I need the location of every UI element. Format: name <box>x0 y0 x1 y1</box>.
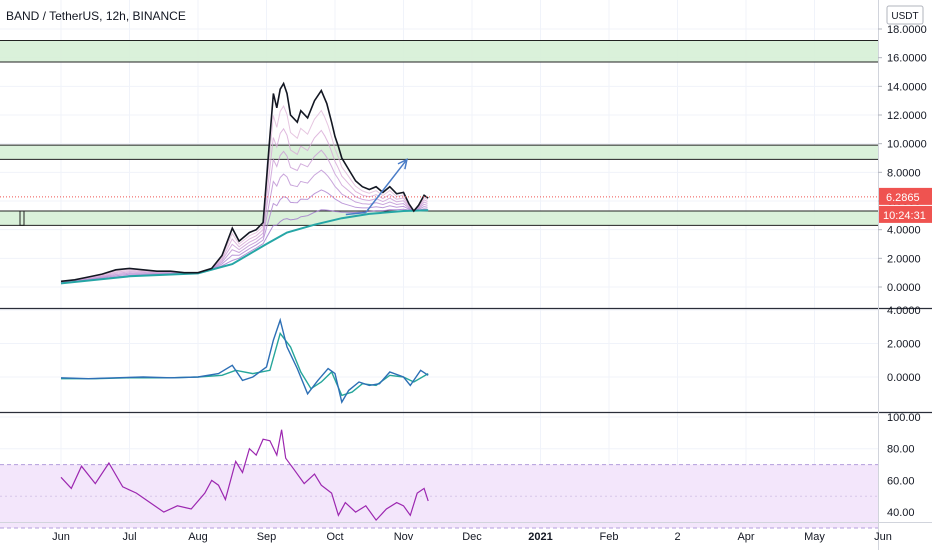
arrow-head <box>397 158 408 170</box>
arrow-base <box>345 211 366 216</box>
rsi-line <box>60 429 429 522</box>
ema-ribbon-line <box>60 127 428 283</box>
macd-tick-label: 4.0000 <box>887 305 921 317</box>
ema-long-line <box>60 209 429 285</box>
last-price-tag <box>879 187 932 205</box>
price-tick-label: 2.0000 <box>887 253 921 265</box>
pane-dividers[interactable] <box>0 307 932 414</box>
price-tick-label: 12.0000 <box>887 110 927 122</box>
symbol-title[interactable]: BAND / TetherUS, 12h, BINANCE <box>6 9 186 23</box>
zone-box <box>0 211 878 226</box>
macd-tick-label: 0.0000 <box>887 372 921 384</box>
price-tick-label: 18.0000 <box>887 24 927 36</box>
ema-ribbon-line <box>60 105 428 283</box>
price-tick-label: 4.0000 <box>887 225 921 237</box>
price-tags: 6.2865 10:24:31 <box>879 187 932 223</box>
price-tick-label: 8.0000 <box>887 167 921 179</box>
price-tick-label: 16.0000 <box>887 53 927 65</box>
time-tick-label: Jun <box>52 531 70 543</box>
rsi-tick-label: 40.00 <box>887 507 915 519</box>
zone-box <box>0 40 878 62</box>
arrow-shaft <box>365 158 408 213</box>
projection-arrow[interactable] <box>345 158 408 216</box>
rsi-tick-label: 80.00 <box>887 444 915 456</box>
last-price-value: 6.2865 <box>886 192 920 204</box>
price-tick-label: 10.0000 <box>887 139 927 151</box>
time-tick-label: 2021 <box>528 531 552 543</box>
price-tick-label: 0.0000 <box>887 282 921 294</box>
rsi-tick-label: 60.00 <box>887 475 915 487</box>
rsi-band <box>0 464 878 529</box>
x-axis-ticks: Jun Jul Aug Sep Oct Nov Dec 2021 Feb 2 Apr May Jun <box>52 531 892 543</box>
zone-bracket <box>19 210 25 226</box>
ema-ribbon-line <box>60 169 428 284</box>
time-tick-label: Apr <box>737 531 754 543</box>
rsi-tick-label: 100.00 <box>887 412 921 424</box>
time-tick-label: Sep <box>257 531 277 543</box>
ema-ribbon-line <box>60 189 428 284</box>
time-tick-label: Oct <box>326 531 343 543</box>
support-resistance-zones <box>0 39 878 226</box>
countdown-tag <box>879 205 932 223</box>
time-tick-label: May <box>804 531 825 543</box>
price-tick-label: 14.0000 <box>887 81 927 93</box>
time-tick-label: Aug <box>188 531 208 543</box>
time-tick-label: Feb <box>600 531 619 543</box>
macd-line <box>60 317 429 404</box>
time-tick-label: 2 <box>674 531 680 543</box>
time-tick-label: Nov <box>394 531 414 543</box>
time-tick-label: Jul <box>122 531 136 543</box>
macd-tick-label: 2.0000 <box>887 339 921 351</box>
currency-label: USDT <box>891 11 918 22</box>
time-tick-label: Dec <box>462 531 482 543</box>
zone-box <box>0 145 878 160</box>
countdown-value: 10:24:31 <box>883 210 926 222</box>
currency-badge[interactable] <box>886 5 924 25</box>
time-tick-label: Jun <box>874 531 892 543</box>
ema-ribbon-line <box>60 149 428 283</box>
